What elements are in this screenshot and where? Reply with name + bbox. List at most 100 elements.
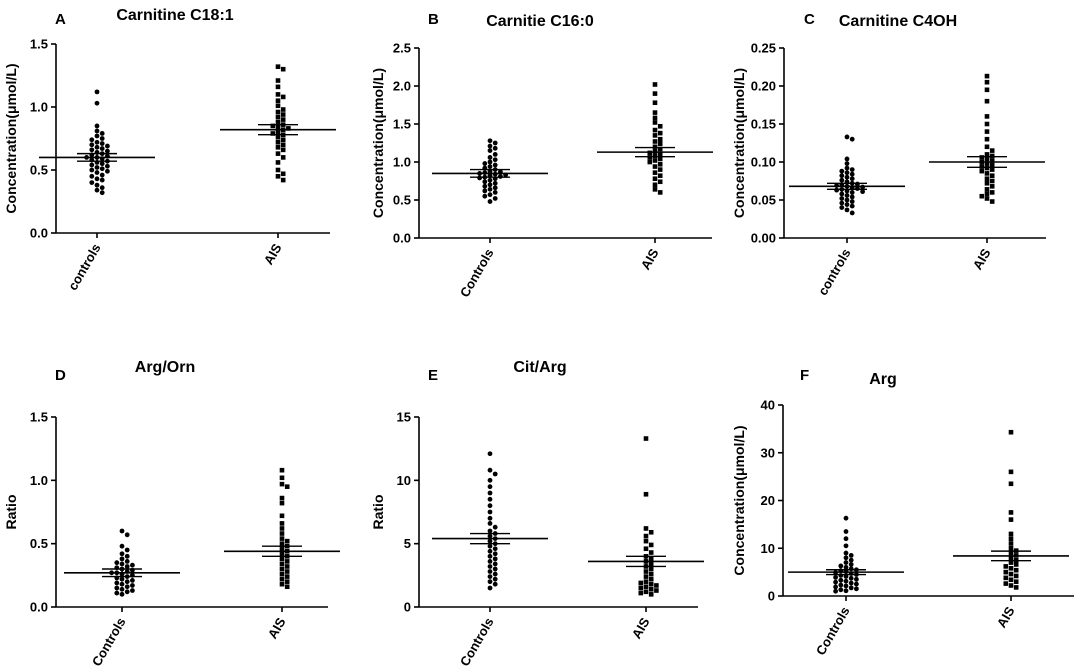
data-point	[492, 576, 498, 582]
data-point	[838, 582, 844, 588]
data-point	[838, 587, 844, 593]
data-point	[487, 148, 493, 154]
data-point	[854, 576, 859, 582]
data-point	[1008, 583, 1014, 588]
data-point	[652, 100, 658, 106]
data-point	[643, 584, 649, 590]
data-point	[119, 581, 125, 587]
data-point	[124, 579, 130, 585]
y-tick-label: 0.25	[751, 41, 776, 56]
data-point	[989, 162, 995, 168]
data-point	[279, 521, 285, 526]
data-point	[844, 197, 850, 203]
data-point	[286, 126, 291, 131]
data-point	[643, 436, 649, 441]
data-point	[1003, 575, 1009, 581]
data-point	[643, 569, 649, 574]
data-point	[652, 127, 658, 133]
chart-title: Arg/Orn	[135, 359, 195, 376]
data-point	[657, 179, 663, 185]
y-tick-label: 0.10	[751, 155, 776, 170]
data-point	[849, 171, 855, 177]
data-point	[657, 146, 663, 152]
data-point	[657, 190, 663, 195]
data-point	[648, 571, 654, 577]
data-point	[89, 147, 95, 153]
data-point	[99, 185, 105, 191]
data-point	[848, 557, 854, 563]
y-tick-label: 0.15	[751, 117, 776, 132]
data-point	[989, 158, 995, 163]
data-point	[124, 553, 130, 559]
data-point	[839, 177, 845, 183]
data-point	[279, 576, 285, 582]
data-point	[979, 164, 985, 169]
panel-B: B Carnitie C16:0 0.0 0.5 1.0 1.5 2.0 2.5 Concent…	[370, 11, 713, 300]
data-point	[984, 176, 990, 182]
data-point	[638, 585, 644, 591]
panel-letter: F	[800, 367, 809, 384]
series-AIS	[929, 73, 1045, 204]
data-point	[284, 538, 290, 544]
data-point	[848, 585, 854, 591]
data-point	[105, 143, 110, 149]
data-point	[487, 553, 493, 559]
data-point	[834, 187, 839, 193]
data-point	[487, 569, 493, 574]
data-point	[280, 66, 286, 72]
data-point	[984, 152, 990, 157]
data-point	[275, 151, 281, 156]
data-point	[652, 115, 658, 121]
data-point	[498, 174, 503, 179]
data-point	[124, 584, 130, 590]
data-point	[989, 184, 995, 189]
data-point	[270, 131, 276, 136]
data-point	[487, 579, 493, 585]
data-point	[94, 89, 100, 95]
data-point	[487, 564, 493, 569]
y-tick-label: 0.05	[751, 193, 776, 208]
data-point	[843, 574, 849, 579]
data-point	[989, 178, 995, 184]
data-point	[492, 546, 498, 552]
data-point	[492, 180, 498, 186]
data-point	[275, 167, 281, 173]
data-point	[487, 521, 493, 526]
data-point	[1013, 573, 1019, 579]
data-point	[279, 513, 285, 519]
y-tick-label: 10	[761, 541, 775, 556]
data-point	[119, 576, 125, 582]
data-point	[124, 559, 130, 564]
panel-F: F Arg 0 10 20 30 40 Concentration(μmol/L) Contro…	[731, 367, 1074, 658]
panel-A: A Carnitine C18:1 0.0 0.5 1.0 1.5 Concentratio…	[3, 7, 336, 293]
data-point	[984, 79, 990, 85]
data-point	[280, 117, 286, 122]
data-point	[492, 190, 498, 195]
data-point	[1013, 562, 1019, 567]
data-point	[275, 109, 281, 115]
data-point	[119, 543, 125, 549]
data-point	[839, 205, 845, 211]
data-point	[487, 509, 493, 515]
data-point	[477, 175, 482, 181]
data-point	[652, 182, 658, 188]
chart-title: Carnitine C18:1	[116, 7, 233, 24]
data-point	[1008, 429, 1014, 435]
data-point	[99, 161, 105, 167]
chart-title: Arg	[869, 371, 897, 388]
data-point	[492, 185, 498, 191]
data-point	[130, 562, 135, 568]
y-tick-label: 1.0	[393, 155, 411, 170]
data-point	[284, 574, 290, 579]
data-point	[130, 588, 135, 593]
x-tick-label: AIS	[265, 615, 289, 642]
data-point	[487, 182, 493, 188]
data-point	[279, 467, 285, 473]
data-point	[989, 153, 995, 159]
data-point	[487, 199, 493, 204]
data-point	[280, 107, 286, 112]
y-tick-label: 0.00	[751, 231, 776, 246]
data-point	[89, 173, 95, 179]
data-point	[284, 569, 290, 574]
